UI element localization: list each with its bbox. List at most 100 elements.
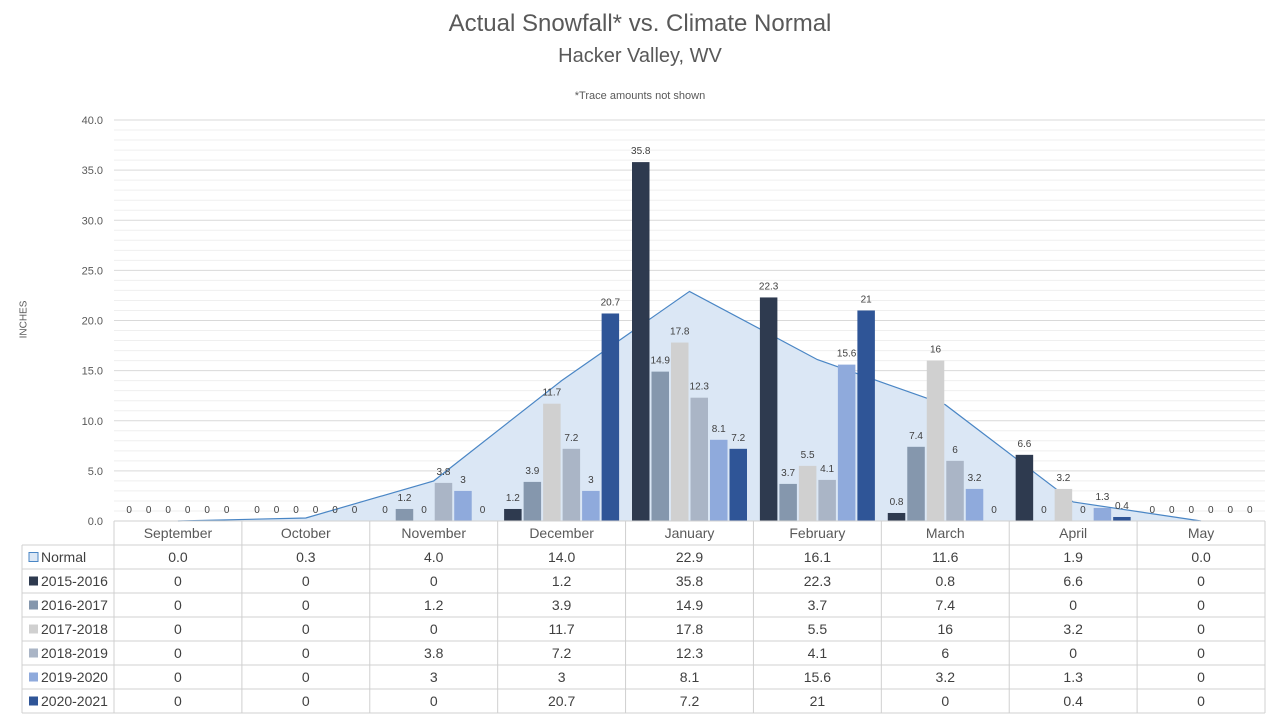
table-cell: 0 (302, 693, 310, 709)
data-label: 3 (588, 475, 594, 486)
category-label: February (789, 525, 845, 541)
bar (651, 371, 669, 521)
bar (1113, 516, 1131, 521)
table-cell: 15.6 (804, 669, 831, 685)
table-cell: 3.7 (808, 597, 828, 613)
data-label: 1.2 (398, 493, 412, 504)
table-cell: 0.8 (936, 573, 956, 589)
y-tick-label: 35.0 (82, 165, 103, 177)
data-label: 12.3 (690, 382, 710, 393)
data-label: 1.2 (506, 493, 520, 504)
bar (454, 490, 472, 521)
category-label: May (1188, 525, 1214, 541)
table-cell: 0 (174, 669, 182, 685)
legend-swatch (28, 552, 39, 562)
table-cell: 7.4 (936, 597, 956, 613)
data-label: 0.8 (890, 497, 904, 508)
legend-swatch (29, 576, 38, 586)
legend-label: 2019-2020 (41, 669, 108, 685)
table-cell: 4.0 (424, 549, 444, 565)
bar (729, 448, 747, 521)
data-label: 1.3 (1095, 492, 1109, 503)
data-label: 0 (254, 505, 260, 516)
bar (818, 479, 836, 521)
table-cell: 11.6 (932, 549, 958, 565)
legend-label: 2017-2018 (41, 621, 108, 637)
bar (504, 508, 522, 521)
data-label: 3.7 (781, 468, 795, 479)
category-label: October (281, 525, 331, 541)
legend-swatch (29, 696, 38, 706)
table-cell: 3.9 (552, 597, 572, 613)
table-cell: 1.2 (424, 597, 444, 613)
table-cell: 22.3 (804, 573, 831, 589)
y-tick-label: 15.0 (82, 366, 103, 378)
table-cell: 3.2 (936, 669, 956, 685)
data-label: 6.6 (1017, 439, 1031, 450)
data-label: 6 (952, 445, 958, 456)
y-tick-label: 40.0 (82, 115, 103, 127)
table-cell: 6 (941, 645, 949, 661)
chart-title: Actual Snowfall* vs. Climate Normal (448, 10, 832, 37)
data-label: 0 (1150, 505, 1156, 516)
data-label: 16 (930, 345, 942, 356)
table-cell: 14.9 (676, 597, 703, 613)
category-label: November (401, 525, 466, 541)
data-label: 20.7 (601, 297, 621, 308)
bar (946, 460, 964, 521)
bar (523, 481, 542, 521)
data-label: 0 (1228, 505, 1234, 516)
legend-label: 2018-2019 (41, 645, 108, 661)
data-label: 0 (1169, 505, 1175, 516)
data-label: 0 (126, 505, 132, 516)
table-cell: 0 (174, 621, 182, 637)
table-cell: 0 (302, 621, 310, 637)
normal-area (177, 291, 1202, 521)
table-cell: 0 (174, 693, 182, 709)
bar (965, 488, 984, 521)
bar (759, 297, 778, 521)
y-tick-label: 20.0 (82, 316, 103, 328)
table-cell: 5.5 (808, 621, 828, 637)
data-label: 0 (1041, 505, 1047, 516)
table-cell: 0 (1197, 597, 1205, 613)
table-cell: 0 (430, 693, 438, 709)
table-cell: 0 (941, 693, 949, 709)
data-label: 3.9 (525, 466, 539, 477)
table-cell: 0 (1197, 669, 1205, 685)
bar (1015, 454, 1034, 521)
y-tick-label: 25.0 (82, 265, 103, 277)
data-label: 14.9 (651, 356, 671, 367)
table-cell: 3.8 (424, 645, 444, 661)
category-label: January (665, 525, 715, 541)
table-cell: 1.3 (1063, 669, 1083, 685)
table-cell: 17.8 (676, 621, 703, 637)
data-label: 0 (274, 505, 280, 516)
data-label: 3.2 (1056, 473, 1070, 484)
table-cell: 0.0 (168, 549, 188, 565)
table-cell: 0 (174, 597, 182, 613)
bar (779, 483, 797, 521)
y-tick-label: 10.0 (82, 416, 103, 428)
table-cell: 12.3 (676, 645, 703, 661)
bar (395, 508, 414, 521)
chart-subtitle: Hacker Valley, WV (558, 45, 722, 67)
category-label: September (144, 525, 213, 541)
y-tick-label: 0.0 (88, 516, 103, 528)
table-cell: 0.0 (1191, 549, 1211, 565)
data-label: 8.1 (712, 424, 726, 435)
legend-swatch (29, 600, 38, 610)
bar (1054, 488, 1073, 521)
data-label: 0 (1080, 505, 1086, 516)
table-cell: 14.0 (548, 549, 575, 565)
bar (582, 490, 600, 521)
legend-label: 2016-2017 (41, 597, 108, 613)
bar (632, 162, 650, 522)
table-cell: 1.2 (552, 573, 572, 589)
table-cell: 3 (558, 669, 566, 685)
bar (907, 446, 925, 521)
table-cell: 0 (1197, 645, 1205, 661)
table-cell: 1.9 (1063, 549, 1083, 565)
bar (837, 364, 856, 521)
